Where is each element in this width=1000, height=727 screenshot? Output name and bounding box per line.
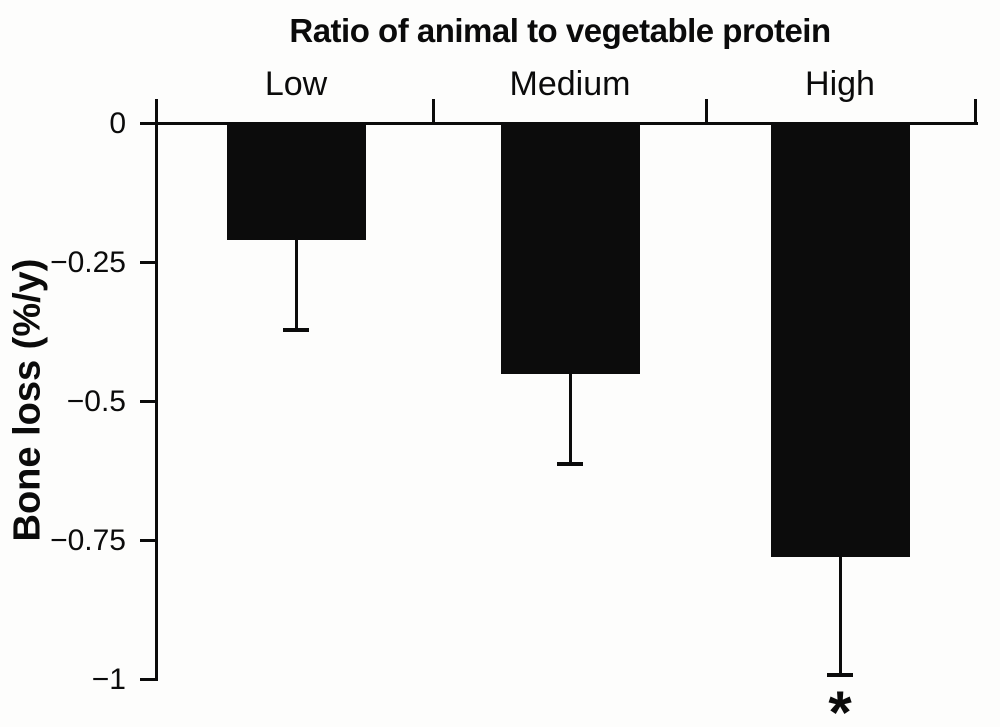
y-tick-−1 (140, 678, 156, 681)
bar-high (770, 125, 910, 558)
category-label-low: Low (264, 65, 328, 103)
error-bar-stem-high (838, 557, 842, 676)
bar-low (226, 125, 366, 241)
y-tick-label: −0.25 (50, 245, 126, 279)
y-tick-−0.5 (140, 400, 156, 403)
error-bar-stem-medium (568, 373, 572, 465)
y-tick-0 (140, 122, 156, 125)
y-tick-−0.75 (140, 539, 156, 542)
category-label-medium: Medium (509, 65, 631, 103)
y-tick-label: −0.75 (50, 523, 126, 557)
x-axis-zero-line (141, 122, 978, 125)
y-tick-label: −1 (91, 662, 126, 696)
axis-divider-tick-2 (705, 99, 708, 123)
error-bar-cap-low (283, 328, 309, 333)
y-tick-label: −0.5 (66, 384, 126, 418)
y-tick-−0.25 (140, 261, 156, 264)
axis-divider-tick-3 (974, 99, 977, 123)
chart-title: Ratio of animal to vegetable protein (289, 12, 831, 49)
error-bar-cap-high (827, 672, 853, 677)
error-bar-stem-low (294, 240, 298, 332)
bar-medium (500, 125, 640, 374)
axis-divider-tick-1 (432, 99, 435, 123)
y-tick-label: 0 (109, 106, 126, 140)
category-label-high: High (805, 65, 875, 103)
y-axis-line (155, 99, 158, 681)
significance-marker-high: * (828, 678, 852, 727)
error-bar-cap-medium (557, 461, 583, 466)
